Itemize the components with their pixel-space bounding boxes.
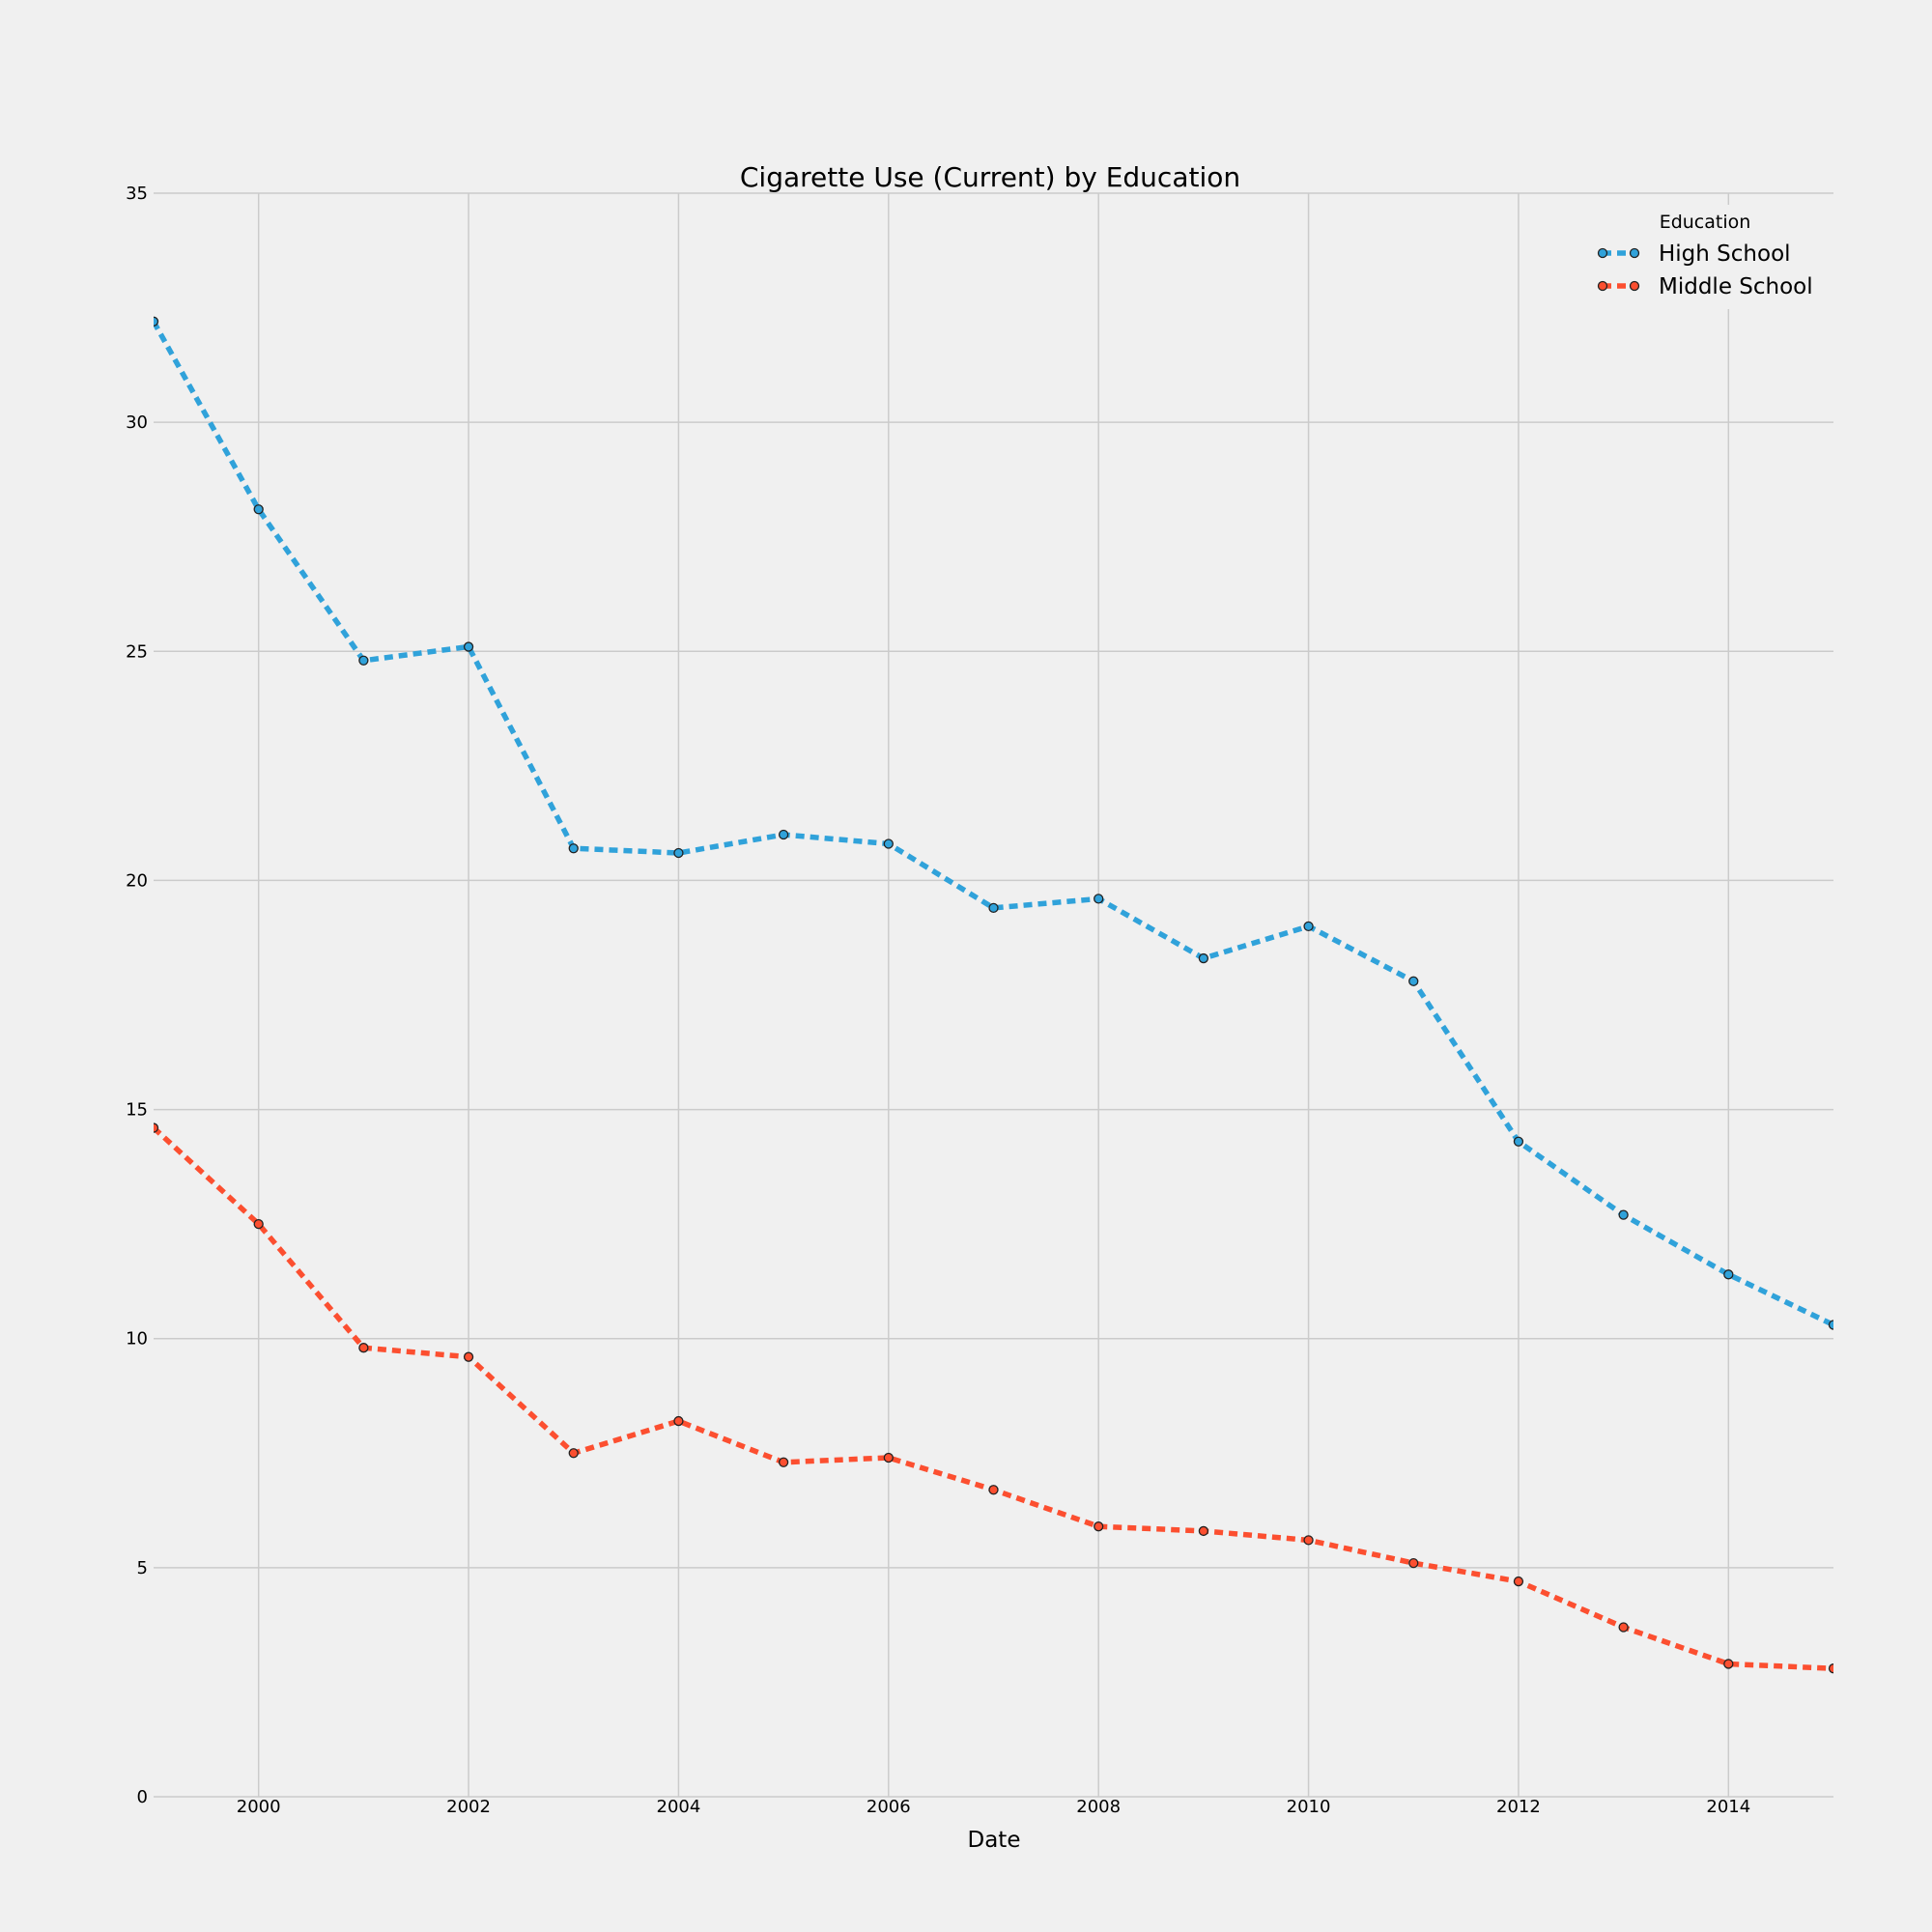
data-point xyxy=(1198,1525,1209,1537)
y-tick-label: 30 xyxy=(126,412,148,433)
data-point xyxy=(154,316,159,327)
data-point xyxy=(1094,1521,1104,1532)
data-point xyxy=(1513,1576,1524,1587)
data-point xyxy=(463,641,474,652)
data-point xyxy=(1618,1209,1629,1220)
series-line xyxy=(154,1125,1833,1671)
data-point xyxy=(988,1485,999,1495)
data-point xyxy=(1618,1622,1629,1633)
series-middle-school xyxy=(154,1122,1833,1674)
data-point xyxy=(1198,952,1209,964)
legend: Education High School Middle School xyxy=(1570,205,1826,309)
x-axis-label: Date xyxy=(968,1828,1021,1853)
x-tick-label: 2000 xyxy=(237,1797,281,1817)
legend-title: Education xyxy=(1660,212,1751,233)
y-tick-label: 15 xyxy=(126,1100,148,1121)
data-point xyxy=(1723,1269,1734,1280)
data-point xyxy=(673,1415,684,1427)
data-point xyxy=(1303,1535,1314,1546)
y-tick-label: 20 xyxy=(126,870,148,891)
legend-marker xyxy=(1597,247,1608,259)
data-point xyxy=(778,1457,789,1467)
x-tick-label: 2014 xyxy=(1706,1797,1750,1817)
data-point xyxy=(673,847,684,859)
legend-label: High School xyxy=(1659,242,1791,267)
data-point xyxy=(1408,1557,1419,1569)
legend-marker xyxy=(1597,280,1608,292)
y-tick-label: 10 xyxy=(126,1329,148,1350)
y-tick-label: 35 xyxy=(126,184,148,204)
data-point xyxy=(1094,894,1104,904)
data-point xyxy=(253,504,264,515)
data-point xyxy=(778,829,789,840)
data-point xyxy=(1723,1659,1734,1669)
data-point xyxy=(1828,1663,1833,1674)
data-point xyxy=(1408,976,1419,986)
data-point xyxy=(1303,921,1314,932)
x-tick-label: 2004 xyxy=(657,1797,701,1817)
y-tick-label: 0 xyxy=(137,1787,148,1807)
data-point xyxy=(988,902,999,914)
legend-label: Middle School xyxy=(1659,274,1813,299)
data-point xyxy=(463,1351,474,1362)
y-tick-label: 5 xyxy=(137,1558,148,1578)
legend-background xyxy=(1570,205,1826,309)
legend-item: High School xyxy=(1597,242,1791,267)
series-line xyxy=(154,320,1833,1327)
data-point xyxy=(568,1448,579,1459)
x-tick-label: 2002 xyxy=(446,1797,491,1817)
data-point xyxy=(154,1122,159,1133)
legend-item: Middle School xyxy=(1597,274,1813,299)
grid xyxy=(154,192,1833,1798)
legend-marker xyxy=(1629,280,1640,292)
data-point xyxy=(1513,1136,1524,1147)
data-point xyxy=(253,1218,264,1230)
x-tick-label: 2012 xyxy=(1496,1797,1541,1817)
data-point xyxy=(358,655,369,666)
series-layer xyxy=(154,316,1833,1674)
data-point xyxy=(1828,1320,1833,1330)
x-tick-label: 2006 xyxy=(867,1797,911,1817)
chart-title: Cigarette Use (Current) by Education xyxy=(740,161,1240,193)
legend-marker xyxy=(1629,247,1640,259)
data-point xyxy=(358,1343,369,1353)
data-point xyxy=(568,843,579,854)
data-point xyxy=(883,838,894,849)
series-high-school xyxy=(154,316,1833,1330)
y-tick-label: 25 xyxy=(126,641,148,662)
x-tick-label: 2010 xyxy=(1287,1797,1331,1817)
tick-labels: 0 5 10 15 20 25 30 35 2000 2002 2004 2006 2008 2010 20… xyxy=(126,184,1750,1817)
x-tick-label: 2008 xyxy=(1076,1797,1121,1817)
data-point xyxy=(883,1452,894,1463)
